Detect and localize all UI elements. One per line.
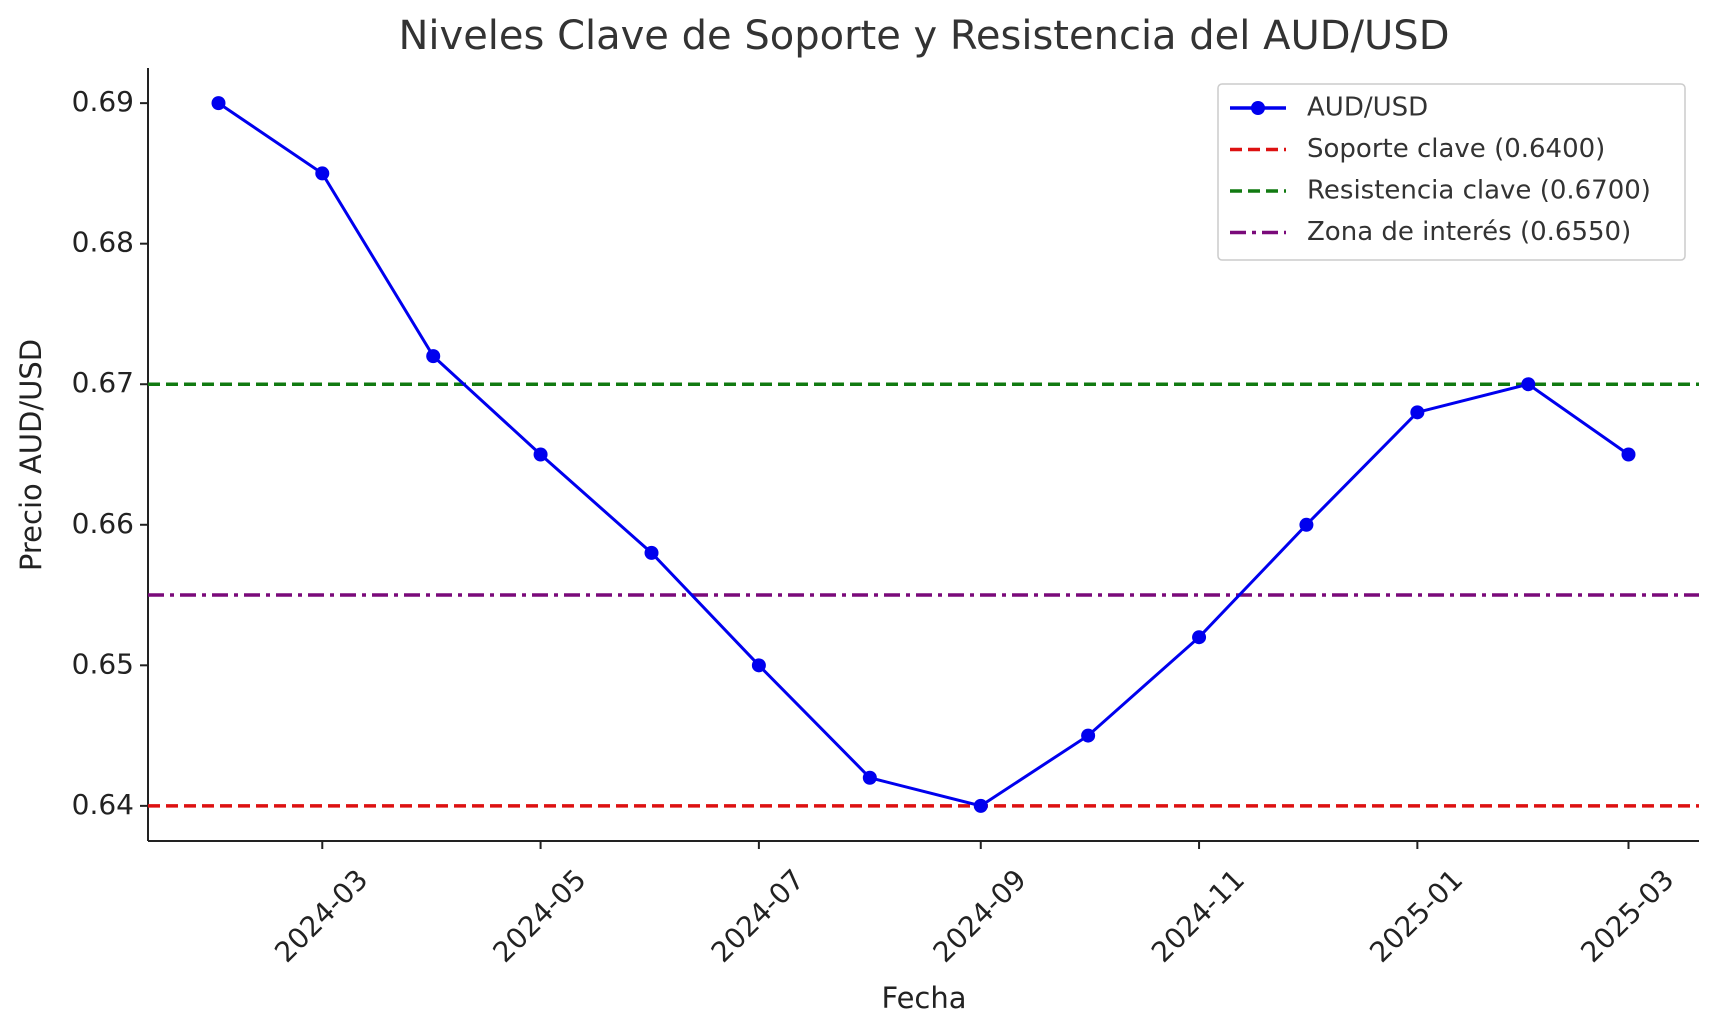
data-point (644, 545, 659, 560)
x-tick-label: 2025-03 (1574, 863, 1680, 969)
x-tick-label: 2024-09 (927, 863, 1033, 969)
data-point (973, 798, 988, 813)
data-point (1192, 630, 1207, 645)
data-point (533, 447, 548, 462)
x-axis-label: Fecha (881, 981, 966, 1015)
y-tick-label: 0.66 (72, 507, 134, 540)
x-tick-label: 2024-07 (705, 863, 811, 969)
y-tick-label: 0.68 (72, 226, 134, 259)
legend-label: Soporte clave (0.6400) (1307, 134, 1605, 164)
data-point (1521, 377, 1536, 392)
y-tick-label: 0.69 (72, 85, 134, 118)
y-axis-label: Precio AUD/USD (14, 339, 48, 571)
data-point (1081, 728, 1096, 743)
legend-label: AUD/USD (1307, 93, 1428, 123)
legend-box (1217, 83, 1686, 261)
x-tick-label: 2024-03 (268, 863, 374, 969)
data-point (211, 96, 226, 111)
data-point (1621, 447, 1636, 462)
x-tick-label: 2024-11 (1145, 863, 1251, 969)
data-point (1299, 517, 1314, 532)
y-tick-label: 0.64 (72, 788, 134, 821)
y-tick-label: 0.67 (72, 366, 134, 399)
legend-marker (1251, 101, 1265, 115)
data-line (217, 101, 1630, 808)
data-point (1410, 405, 1425, 420)
data-point (751, 658, 766, 673)
data-point (862, 770, 877, 785)
x-tick-label: 2025-01 (1363, 863, 1469, 969)
x-tick-label: 2024-05 (486, 863, 592, 969)
data-point (315, 166, 330, 181)
chart-title: Niveles Clave de Soporte y Resistencia d… (398, 13, 1449, 59)
legend-label: Zona de interés (0.6550) (1307, 217, 1631, 247)
data-point (426, 349, 441, 364)
legend: AUD/USD Soporte clave (0.6400) Resistencia… (1217, 83, 1686, 261)
y-tick-label: 0.65 (72, 647, 134, 680)
legend-label: Resistencia clave (0.6700) (1307, 176, 1651, 206)
